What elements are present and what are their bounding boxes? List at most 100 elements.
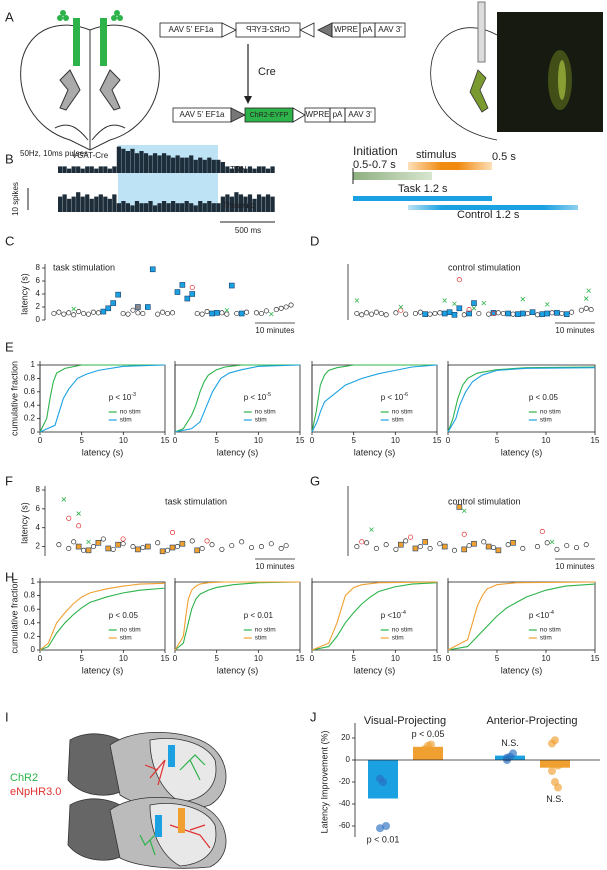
construct-label: ChR2-EYFP	[246, 25, 290, 34]
scale-label: 10 minutes	[555, 326, 594, 335]
recombinase: Cre	[258, 66, 276, 78]
point	[219, 310, 225, 316]
psth-bin	[198, 201, 203, 212]
point	[66, 310, 72, 316]
x-tick-label: 15	[161, 436, 170, 445]
psth-bin	[189, 203, 194, 212]
data-point	[551, 736, 559, 745]
psth-bin	[148, 155, 153, 173]
point	[586, 288, 591, 294]
y-tick-label: 0.4	[24, 400, 36, 409]
point	[441, 543, 448, 550]
psth-bin	[103, 196, 108, 212]
legend-label: stim	[540, 417, 552, 424]
point	[189, 538, 195, 544]
p-value-exponent: -4	[549, 610, 554, 616]
point	[549, 310, 555, 316]
point	[451, 311, 458, 318]
panel-label: A	[5, 9, 14, 24]
point	[66, 545, 72, 552]
point	[422, 539, 429, 545]
psth-bin	[80, 196, 85, 212]
psth	[58, 146, 275, 212]
y-axis-label: cumulative fraction	[9, 578, 19, 653]
point	[427, 545, 433, 552]
point	[155, 311, 161, 317]
psth-bin	[256, 166, 262, 173]
point	[76, 523, 82, 529]
y-tick-label: 6	[36, 276, 41, 285]
point	[559, 310, 565, 317]
y-tick-label: -60	[338, 821, 350, 830]
psth-bin	[184, 201, 189, 212]
point	[268, 541, 274, 547]
psth-bin	[94, 168, 99, 173]
y-tick-label: 0.6	[24, 387, 36, 396]
point	[263, 308, 269, 314]
legend-label: no stim	[540, 409, 561, 416]
psth-bin	[175, 203, 180, 212]
psth-bin	[98, 166, 103, 173]
psth-bin	[76, 166, 81, 173]
point	[432, 310, 438, 317]
panel-label: C	[5, 233, 14, 248]
psth-bin	[89, 166, 94, 173]
point	[373, 309, 379, 315]
construct-label: AAV 3'	[378, 25, 402, 34]
point	[100, 308, 107, 315]
psth-bin	[62, 166, 67, 173]
point	[169, 544, 176, 551]
cdf-line	[447, 366, 596, 433]
p-value: p < 10-3	[109, 392, 136, 402]
psth-bin	[265, 194, 271, 212]
psth-bin	[76, 192, 81, 212]
psth-bin	[220, 196, 225, 212]
point	[76, 308, 82, 315]
timeline-label: Initiation	[353, 144, 398, 158]
point	[71, 306, 76, 312]
construct-label: pA	[333, 110, 343, 119]
legend-label: stim	[392, 635, 404, 642]
psth-bin	[198, 157, 203, 173]
psth-bin	[216, 203, 221, 212]
point	[534, 544, 540, 550]
plot-frame	[39, 581, 166, 651]
point	[209, 310, 215, 317]
point	[61, 311, 67, 317]
trn-region	[469, 69, 489, 113]
psth-bin	[207, 157, 212, 173]
mouse-line: VGAT-Cre	[72, 151, 109, 160]
psth-bin	[252, 198, 257, 212]
psth-bin	[71, 196, 76, 212]
point	[578, 307, 584, 313]
legend-label: stim	[120, 417, 132, 424]
point	[75, 543, 82, 550]
psth-bin	[229, 196, 235, 212]
point	[120, 541, 126, 547]
optic-fiber	[155, 815, 162, 837]
cdf-line	[39, 587, 166, 651]
trace-label: TRN	[230, 165, 247, 174]
point	[149, 266, 156, 273]
data-point	[376, 824, 384, 833]
x-axis-label: latency (s)	[217, 665, 259, 675]
point	[569, 309, 575, 315]
significance-label: p < 0.01	[367, 835, 400, 845]
y-tick-label: 6	[36, 504, 41, 513]
psth-bin	[225, 166, 230, 173]
panel-label: D	[310, 233, 319, 248]
x-tick-label: 10	[542, 436, 551, 445]
x-tick-label: 0	[173, 436, 178, 445]
point	[219, 546, 225, 552]
data-point	[379, 778, 387, 786]
p-value: p < 10-6	[381, 392, 408, 402]
point	[539, 528, 545, 535]
psth-bin	[270, 166, 275, 173]
point	[529, 309, 536, 316]
point	[209, 542, 215, 548]
point	[359, 312, 365, 318]
point	[90, 309, 97, 315]
